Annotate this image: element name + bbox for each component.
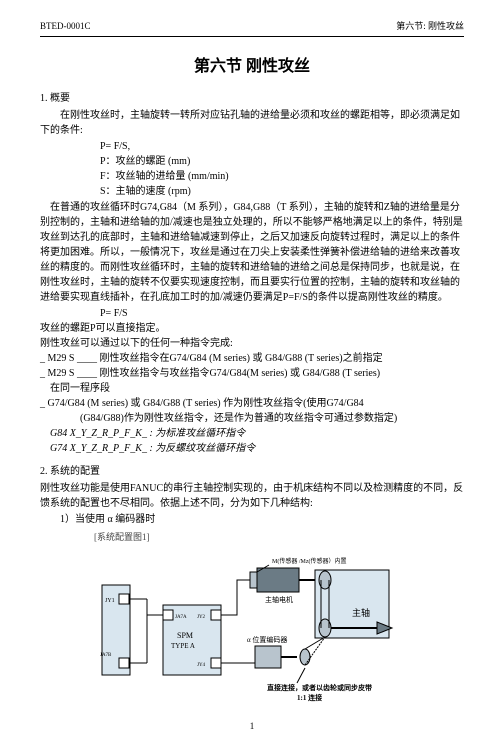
page-title: 第六节 刚性攻丝: [40, 55, 464, 79]
note-line2: 1:1 连接: [297, 693, 322, 702]
port-jy1: [119, 594, 129, 604]
sec1-para4: 刚性攻丝可以通过以下的任何一种指令完成:: [40, 336, 464, 351]
label-jy4: JY4: [197, 663, 206, 668]
page-header: BTED-0001C 第六节: 刚性攻丝: [40, 20, 464, 37]
diagram-container: JY1 JA7B JA7A JY2 JY4 SPM TYPE A 主轴电机: [40, 550, 464, 710]
label-spm2: TYPE A: [171, 642, 195, 650]
sec2-para2: 1）当使用 α 编码器时: [60, 512, 464, 527]
sec1-l1: _ M29 S ____ 刚性攻丝指令在G74/G84 (M series) 或…: [40, 351, 464, 366]
sec1-l3b: (G84/G88)作为刚性攻丝指令，还是作为普通的攻丝指令可通过参数指定): [80, 411, 464, 426]
section-1-label: 概要: [50, 93, 70, 104]
page-number: 1: [40, 720, 464, 734]
document-page: BTED-0001C 第六节: 刚性攻丝 第六节 刚性攻丝 1. 概要 在刚性攻…: [0, 0, 504, 754]
label-ja7a: JA7A: [175, 615, 187, 620]
sec1-para1: 在刚性攻丝时，主轴旋转一转所对应钻孔轴的进给量必须和攻丝的螺距相等，即必须满足如…: [40, 108, 464, 138]
label-ja7b: JA7B: [100, 653, 112, 658]
sec1-eq1: P= F/S,: [100, 139, 464, 154]
sec2-para1: 刚性攻丝功能是使用FANUC的串行主轴控制实现的，由于机床结构不同以及检测精度的…: [40, 481, 464, 511]
diagram-caption: [系统配置图1]: [94, 531, 464, 545]
motor-body: [257, 568, 299, 592]
section-1-heading: 1. 概要: [40, 91, 464, 106]
header-right: 第六节: 刚性攻丝: [396, 20, 464, 34]
sec1-l1-text: _ M29 S ____ 刚性攻丝指令在G74/G84 (M series) 或…: [40, 353, 383, 364]
sec1-l2a: _ M29 S ____ 刚性攻丝指令与攻丝指令G74/G84(M series…: [40, 366, 464, 381]
wire-spm-motor: [221, 580, 250, 615]
system-config-diagram: JY1 JA7B JA7A JY2 JY4 SPM TYPE A 主轴电机: [97, 550, 407, 710]
section-1-num: 1.: [40, 93, 48, 104]
sec1-eq2a: P：攻丝的螺距 (mm): [100, 154, 464, 169]
motor-end: [250, 572, 257, 588]
section-2-label: 系统的配置: [50, 466, 100, 477]
label-sensor: M(传感器 /Mz(传感器）内置: [272, 557, 347, 565]
note-line1: 直接连接，或者以齿轮或同步皮带: [267, 683, 372, 692]
header-left: BTED-0001C: [40, 20, 91, 34]
port-ja7a: [163, 610, 173, 620]
enc-pulley: [300, 649, 310, 665]
port-jy4: [211, 658, 221, 668]
label-jy1: JY1: [105, 598, 115, 604]
sec1-eq3: P= F/S: [100, 306, 464, 321]
sec1-para3: 攻丝的螺距P可以直接指定。: [40, 321, 464, 336]
label-spindle: 主轴: [352, 607, 370, 618]
enc-belt1: [305, 637, 325, 649]
section-2-num: 2.: [40, 466, 48, 477]
label-jy2: JY2: [197, 615, 206, 620]
sec1-eq2b: F：攻丝轴的进给量 (mm/min): [100, 169, 464, 184]
port-jy2: [211, 610, 221, 620]
sec1-l3a: _ G74/G84 (M series) 或 G84/G88 (T series…: [40, 396, 464, 411]
label-spm1: SPM: [177, 631, 193, 640]
sec1-l2b: 在同一程序段: [50, 381, 464, 396]
section-2-heading: 2. 系统的配置: [40, 464, 464, 479]
sec1-eq2c: S：主轴的速度 (rpm): [100, 184, 464, 199]
port-ja7b: [119, 658, 129, 668]
note-pointer: [297, 668, 305, 683]
label-motor: 主轴电机: [265, 595, 293, 604]
sec1-para2: 在普通的攻丝循环时G74,G84（M 系列），G84,G88（T 系列），主轴的…: [40, 200, 464, 305]
sec1-it1: G84 X_Y_Z_R_P_F_K_ : 为标准攻丝循环指令: [50, 426, 464, 441]
encoder-box: [255, 646, 281, 668]
label-encoder: α 位置编码器: [247, 635, 287, 644]
sec1-it2: G74 X_Y_Z_R_P_F_K_ : 为反螺纹攻丝循环指令: [50, 441, 464, 456]
